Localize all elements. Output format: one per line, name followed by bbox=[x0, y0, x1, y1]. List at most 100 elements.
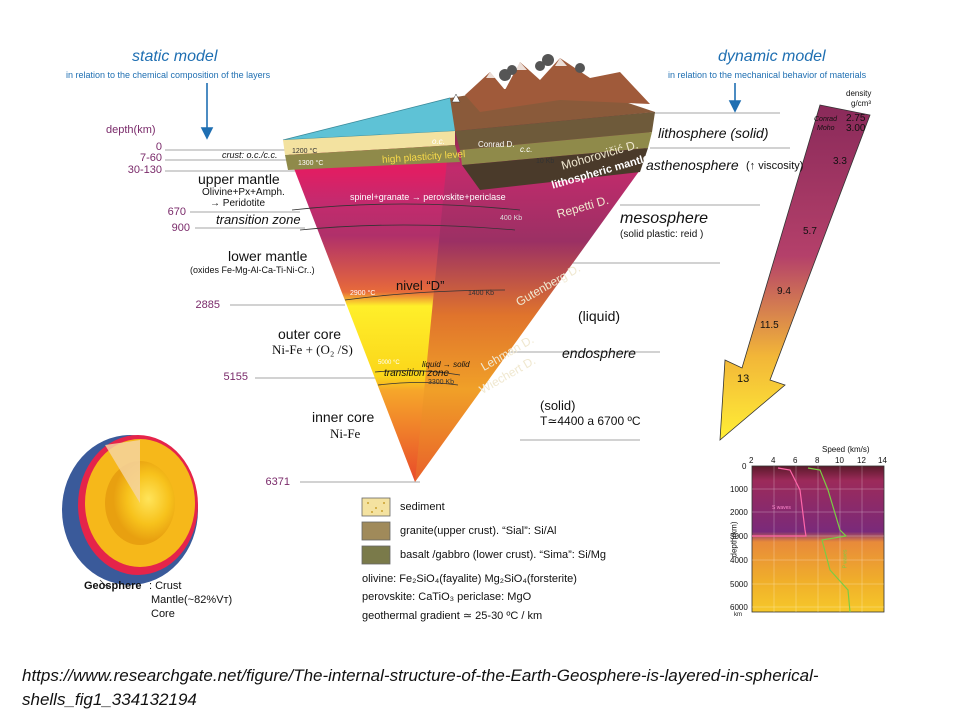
crust-label: crust: o.c./c.c. bbox=[222, 150, 278, 160]
lithospheric-mantle-band bbox=[462, 148, 648, 190]
geosphere-mantle: Mantle(~82%Vт) bbox=[151, 594, 233, 606]
mesosphere-note: (solid plastic: reid ) bbox=[620, 229, 704, 240]
wedge-side-face bbox=[415, 112, 655, 482]
speed-y-tick: 6000 bbox=[730, 603, 748, 612]
crust-layer bbox=[285, 145, 460, 170]
s-wave-label: S waves bbox=[772, 505, 791, 511]
depth-30-130: 30-130 bbox=[127, 164, 162, 176]
pressure-3300kb: 3300 Kb bbox=[428, 379, 455, 386]
outer-core-label: outer core bbox=[278, 326, 342, 342]
depth-0: 0 bbox=[155, 141, 162, 153]
continental-crust bbox=[455, 112, 655, 150]
volcano-smoke-icon bbox=[499, 54, 585, 81]
legend-gradient: geothermal gradient ≃ 25-30 ºC / km bbox=[362, 610, 543, 622]
speed-y-tick: 4000 bbox=[730, 556, 748, 565]
legend-olivine: olivine: Fe₂SiO₄(fayalite) Mg₂SiO₄(forst… bbox=[362, 573, 577, 585]
static-model-subtitle: in relation to the chemical composition … bbox=[66, 70, 271, 80]
depth-7-60: 7-60 bbox=[139, 152, 162, 164]
speed-y-tick: 2000 bbox=[730, 508, 748, 517]
depth-axis-label: depth(km) bbox=[106, 124, 156, 136]
density-unit: g/cm³ bbox=[851, 99, 871, 108]
temp-2900: 2900 °C bbox=[350, 290, 376, 297]
density-11-5: 11.5 bbox=[760, 320, 779, 331]
sediment-dots bbox=[367, 502, 385, 513]
basalt-swatch bbox=[361, 545, 391, 565]
speed-y-tick: 1000 bbox=[730, 485, 748, 494]
dynamic-model-title: dynamic model bbox=[718, 48, 826, 65]
core-transition-zone-label: transition zone bbox=[384, 368, 450, 379]
temp-1300: 1300 °C bbox=[298, 160, 324, 167]
speed-x-tick: 4 bbox=[771, 456, 776, 465]
density-5-7: 5.7 bbox=[803, 226, 817, 237]
geosphere-globe bbox=[62, 435, 198, 589]
speed-chart-grid bbox=[752, 466, 884, 612]
density-moho: Moho bbox=[817, 125, 835, 132]
endosphere-label: endosphere bbox=[562, 345, 636, 361]
lower-mantle-label: lower mantle bbox=[228, 248, 308, 264]
geosphere-crust: : Crust bbox=[149, 580, 182, 592]
legend-perovskite: perovskite: CaTiO₃ periclase: MgO bbox=[362, 591, 532, 603]
lithosphere-label: lithosphere (solid) bbox=[658, 125, 769, 141]
sediment-layer bbox=[283, 131, 455, 155]
density-13: 13 bbox=[737, 373, 750, 385]
temp-5000: 5000 °C bbox=[378, 360, 400, 366]
nivel-d-label: nivel “D” bbox=[396, 278, 445, 293]
density-arrow bbox=[719, 104, 871, 441]
pressure-400kb: 400 Kb bbox=[500, 215, 523, 222]
legend-basalt: basalt /gabbro (lower crust). “Sima”: Si… bbox=[400, 549, 607, 561]
speed-y-tick: 0 bbox=[742, 462, 747, 471]
speed-x-tick: 12 bbox=[857, 456, 866, 465]
peridotite-label: → Peridotite bbox=[210, 198, 266, 209]
density-9-4: 9.4 bbox=[777, 286, 791, 297]
continental-crust-label: c.c. bbox=[520, 145, 533, 154]
liquid-label: (liquid) bbox=[578, 308, 621, 324]
speed-x-tick: 10 bbox=[835, 456, 844, 465]
model-arrows bbox=[200, 83, 742, 140]
inner-core-temperature: T≃4400 a 6700 ºC bbox=[540, 414, 641, 428]
lower-mantle-composition: (oxides Fe-Mg-Al-Ca-Ti-Ni-Cr..) bbox=[190, 265, 315, 275]
speed-x-tick: 14 bbox=[878, 456, 887, 465]
depth-guide-lines bbox=[165, 112, 790, 483]
s-wave-curve bbox=[752, 467, 807, 537]
density-conrad: Conrad bbox=[814, 116, 837, 123]
solid-label: (solid) bbox=[540, 398, 576, 413]
conrad-label: Conrad D. bbox=[478, 140, 515, 149]
pressure-10kb: 10 Kb bbox=[536, 158, 555, 165]
pressure-1400kb: 1400 Kb bbox=[468, 290, 495, 297]
depth-2885: 2885 bbox=[195, 299, 220, 311]
density-2-75: 2.75 bbox=[846, 113, 866, 124]
legend-sediment: sediment bbox=[400, 501, 445, 513]
speed-chart-title: Speed (km/s) bbox=[822, 445, 870, 454]
spinel-granate-label: spinel+granate → perovskite+periclase bbox=[350, 192, 506, 202]
depth-900: 900 bbox=[171, 222, 190, 234]
outer-core-composition: Ni-Fe + (O₂ /S) bbox=[272, 342, 353, 357]
static-model-title: static model bbox=[132, 48, 218, 65]
mesosphere-label: mesosphere bbox=[620, 210, 709, 227]
source-url: https://www.researchgate.net/figure/The-… bbox=[22, 666, 819, 709]
asthenosphere-label: asthenosphere bbox=[646, 157, 739, 173]
speed-x-tick: 6 bbox=[793, 456, 798, 465]
depth-5155: 5155 bbox=[223, 371, 248, 383]
geosphere-core: Core bbox=[151, 608, 175, 620]
legend-granite: granite(upper crust). “Sial”: Si/Al bbox=[400, 525, 557, 537]
asthenosphere-note: (↑ viscosity) bbox=[746, 160, 804, 172]
upper-mantle-label: upper mantle bbox=[198, 171, 280, 187]
speed-x-tick: 2 bbox=[749, 456, 754, 465]
speed-y-unit: km bbox=[734, 612, 742, 618]
speed-y-tick: 5000 bbox=[730, 580, 748, 589]
geosphere-title: Geosphere bbox=[84, 580, 142, 592]
transition-zone-label: transition zone bbox=[216, 212, 301, 227]
density-3-3: 3.3 bbox=[833, 156, 847, 167]
mountains bbox=[465, 58, 650, 112]
depth-670: 670 bbox=[167, 206, 186, 218]
granite-swatch bbox=[361, 521, 391, 541]
density-header: density bbox=[846, 89, 872, 98]
density-3-00: 3.00 bbox=[846, 123, 866, 134]
speed-x-tick: 8 bbox=[815, 456, 820, 465]
temp-1200: 1200 °C bbox=[292, 148, 318, 155]
upper-mantle-composition: Olivine+Px+Amph. bbox=[202, 187, 285, 198]
inner-core-label: inner core bbox=[312, 409, 375, 425]
p-wave-label: P waves bbox=[842, 549, 849, 569]
lower-crust bbox=[460, 132, 652, 165]
